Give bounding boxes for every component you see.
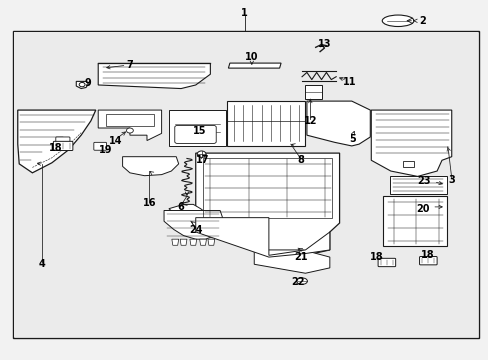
Text: 22: 22 bbox=[291, 277, 304, 287]
Polygon shape bbox=[122, 157, 178, 176]
FancyBboxPatch shape bbox=[377, 258, 395, 267]
Text: 14: 14 bbox=[108, 136, 122, 145]
Circle shape bbox=[197, 151, 205, 157]
Text: 11: 11 bbox=[342, 77, 355, 87]
Text: 16: 16 bbox=[142, 198, 156, 208]
Polygon shape bbox=[228, 63, 281, 68]
Polygon shape bbox=[168, 110, 225, 146]
Polygon shape bbox=[389, 176, 446, 194]
Text: 9: 9 bbox=[84, 78, 91, 88]
Text: 15: 15 bbox=[192, 126, 206, 136]
Circle shape bbox=[79, 82, 85, 87]
Polygon shape bbox=[254, 250, 329, 273]
Ellipse shape bbox=[382, 15, 413, 27]
Text: 7: 7 bbox=[126, 59, 133, 69]
Text: 4: 4 bbox=[39, 259, 45, 269]
Text: 18: 18 bbox=[48, 143, 62, 153]
Text: 8: 8 bbox=[297, 155, 304, 165]
Polygon shape bbox=[199, 239, 206, 245]
Circle shape bbox=[126, 128, 133, 133]
Text: 19: 19 bbox=[99, 145, 112, 155]
Text: 3: 3 bbox=[448, 175, 455, 185]
Text: 20: 20 bbox=[415, 204, 429, 214]
Text: 18: 18 bbox=[420, 249, 434, 260]
Polygon shape bbox=[383, 196, 446, 246]
Polygon shape bbox=[18, 110, 96, 173]
Text: 17: 17 bbox=[196, 155, 209, 165]
Polygon shape bbox=[76, 81, 88, 89]
Polygon shape bbox=[98, 63, 210, 89]
Polygon shape bbox=[370, 110, 451, 176]
Polygon shape bbox=[163, 211, 222, 239]
Polygon shape bbox=[207, 239, 214, 245]
Bar bbox=[14, 32, 477, 337]
Ellipse shape bbox=[296, 278, 307, 284]
Polygon shape bbox=[195, 153, 339, 255]
Polygon shape bbox=[168, 204, 205, 220]
Text: 5: 5 bbox=[348, 134, 355, 144]
Text: 13: 13 bbox=[318, 39, 331, 49]
Polygon shape bbox=[195, 218, 329, 257]
Text: 6: 6 bbox=[177, 202, 184, 212]
FancyBboxPatch shape bbox=[94, 142, 106, 150]
Bar bbox=[13, 31, 478, 338]
Text: 21: 21 bbox=[293, 252, 306, 262]
Text: 2: 2 bbox=[419, 16, 426, 26]
Polygon shape bbox=[180, 239, 186, 245]
Polygon shape bbox=[105, 114, 154, 126]
FancyBboxPatch shape bbox=[174, 126, 216, 143]
Text: 24: 24 bbox=[188, 225, 202, 235]
Polygon shape bbox=[189, 239, 196, 245]
Polygon shape bbox=[227, 101, 305, 146]
FancyBboxPatch shape bbox=[53, 141, 73, 150]
Polygon shape bbox=[305, 85, 321, 99]
Polygon shape bbox=[171, 239, 178, 245]
Text: 23: 23 bbox=[416, 176, 430, 186]
Text: 12: 12 bbox=[303, 116, 316, 126]
FancyBboxPatch shape bbox=[56, 137, 70, 145]
Polygon shape bbox=[98, 110, 161, 140]
Bar bbox=[402, 161, 413, 167]
FancyBboxPatch shape bbox=[419, 257, 436, 265]
Polygon shape bbox=[306, 101, 369, 146]
Text: 1: 1 bbox=[241, 8, 247, 18]
Text: 18: 18 bbox=[369, 252, 383, 262]
Text: 10: 10 bbox=[244, 52, 258, 62]
